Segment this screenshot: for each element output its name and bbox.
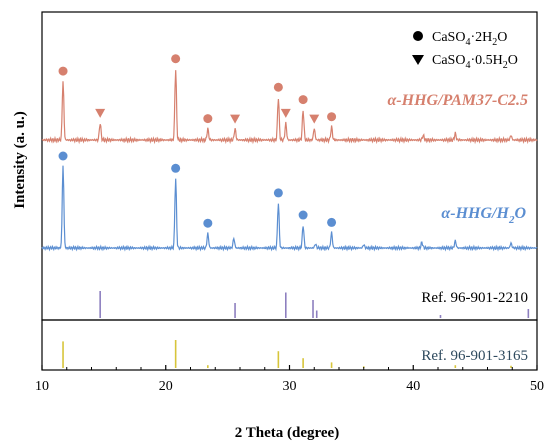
ref-label-2210: Ref. 96-901-2210 [421, 290, 528, 306]
peak-marker-1-4 [273, 188, 283, 198]
peak-marker-0-1 [95, 108, 106, 118]
axes: 10 20 30 40 50 [35, 365, 544, 394]
peak-marker-0-3 [203, 114, 213, 124]
legend-label-dihydrate: CaSO4·2H2O [432, 30, 507, 48]
x-tick-label-4: 50 [530, 379, 544, 394]
peak-marker-0-7 [298, 95, 308, 105]
legend: CaSO4·2H2O CaSO4·0.5H2O [412, 30, 518, 71]
x-tick-label-2: 30 [283, 379, 297, 394]
peak-marker-0-6 [280, 108, 291, 118]
peak-marker-1-1 [171, 163, 181, 173]
x-tick-label-1: 20 [159, 379, 173, 394]
peak-marker-1-0 [58, 151, 68, 161]
reference-lines [62, 291, 530, 368]
x-tick-label-0: 10 [35, 379, 49, 394]
legend-circle-marker [413, 31, 423, 41]
series-label-h2o: α-HHG/H2O [441, 205, 526, 226]
legend-label-hemihydrate: CaSO4·0.5H2O [432, 53, 518, 71]
peak-marker-1-2 [203, 218, 213, 228]
series-label-pam: α-HHG/PAM37-C2.5 [387, 92, 528, 109]
peak-marker-1-7 [327, 217, 337, 227]
xrd-pattern-0 [41, 70, 538, 145]
peak-marker-0-5 [273, 82, 283, 92]
xrd-patterns [41, 70, 538, 252]
peak-marker-0-9 [327, 112, 337, 122]
peak-marker-0-4 [230, 114, 241, 124]
peak-marker-0-0 [58, 66, 68, 76]
xrd-pattern-1 [41, 165, 538, 252]
x-axis-title: 2 Theta (degree) [235, 425, 339, 441]
peak-marker-0-2 [171, 54, 181, 64]
peak-marker-0-8 [309, 114, 320, 124]
ref-label-3165: Ref. 96-901-3165 [421, 348, 528, 364]
legend-triangle-marker [412, 55, 424, 65]
x-tick-label-3: 40 [406, 379, 420, 394]
peak-markers [58, 54, 337, 228]
y-axis-title: Intensity (a. u.) [12, 111, 28, 209]
peak-marker-1-5 [298, 210, 308, 220]
